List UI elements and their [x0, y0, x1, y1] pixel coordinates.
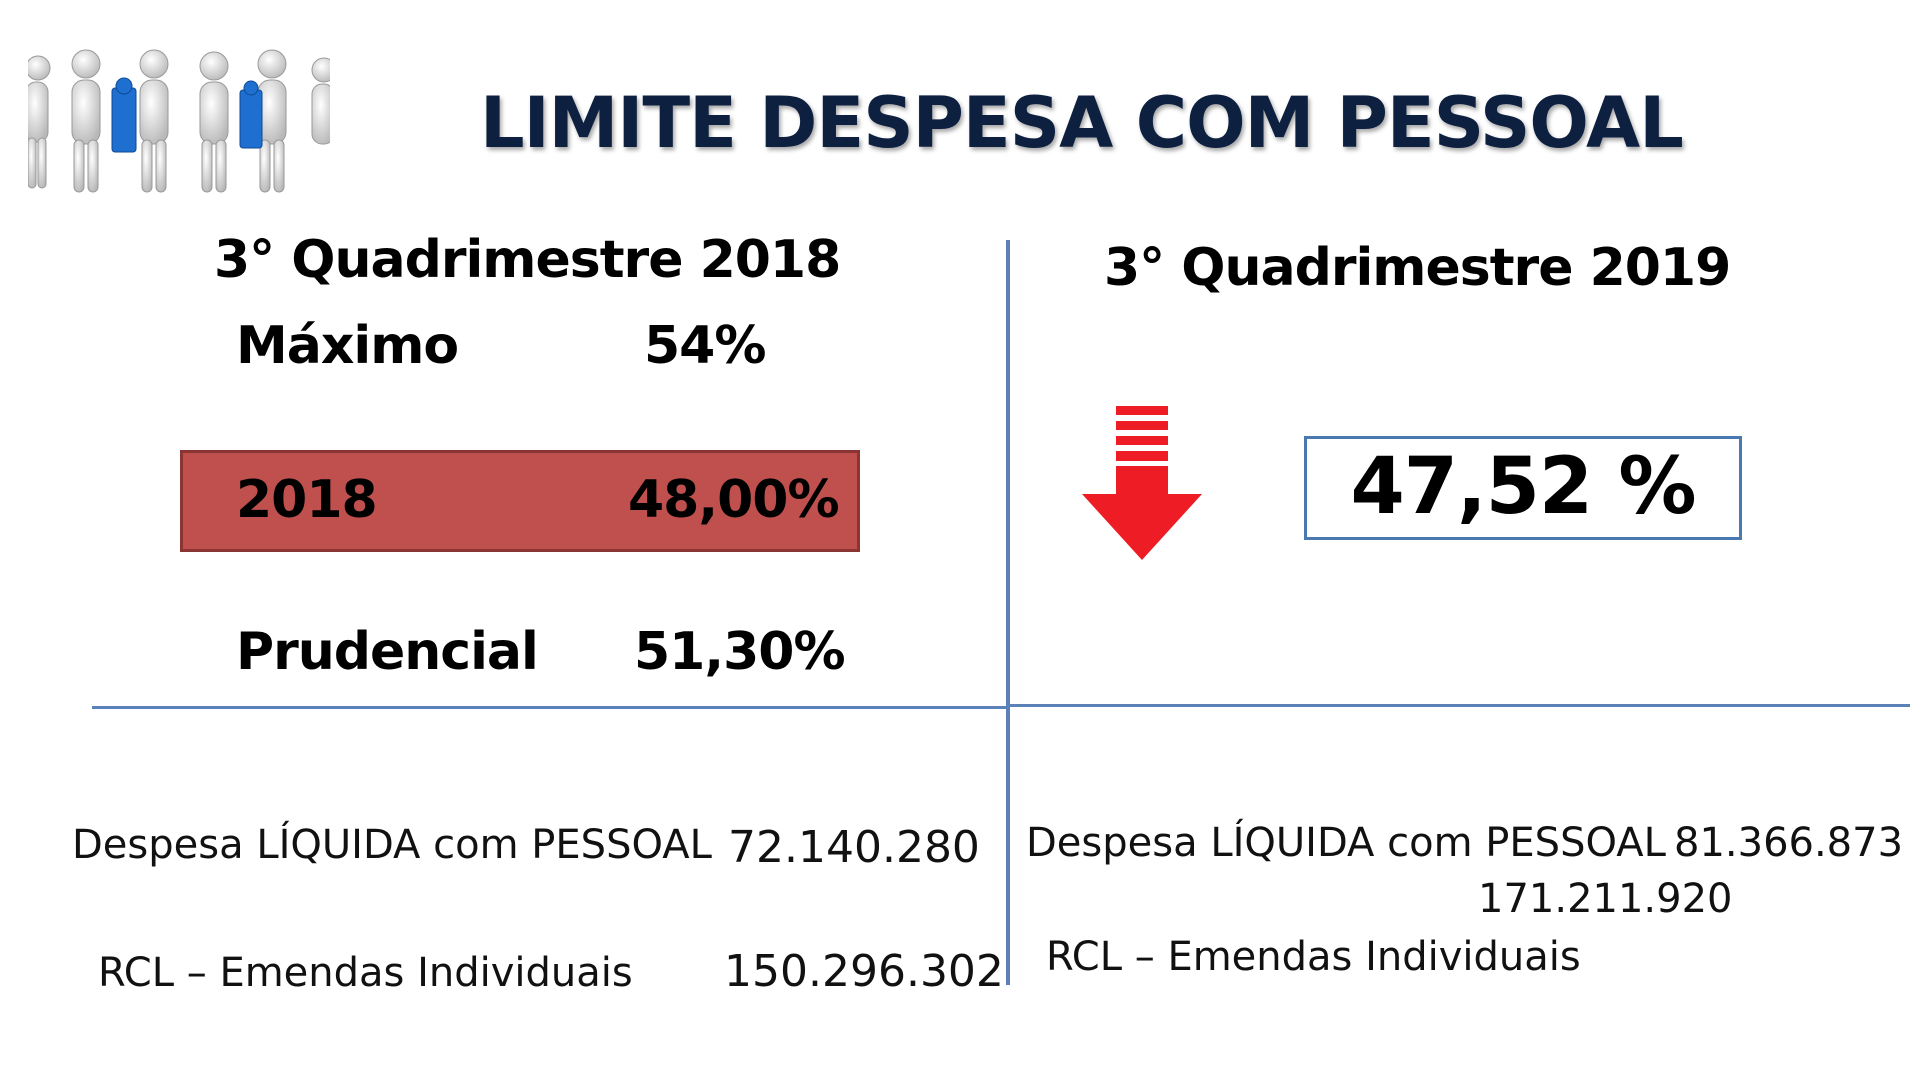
left-despesa-label: Despesa LÍQUIDA com PESSOAL [72, 822, 712, 868]
box-2018-value: 48,00% [628, 470, 840, 530]
result-box-2019 [1304, 436, 1742, 540]
right-rcl-value: 171.211.920 [1478, 876, 1733, 922]
left-despesa-value: 72.140.280 [728, 822, 980, 873]
maximo-value: 54% [644, 316, 766, 376]
right-despesa-label: Despesa LÍQUIDA com PESSOAL [1026, 820, 1666, 866]
prudencial-label: Prudencial [236, 622, 539, 682]
page-title: LIMITE DESPESA COM PESSOAL [480, 82, 1684, 164]
right-despesa-value: 81.366.873 [1674, 820, 1904, 866]
left-rcl-label: RCL – Emendas Individuais [98, 950, 633, 996]
horizontal-divider-left [92, 706, 1008, 709]
maximo-label: Máximo [236, 316, 459, 376]
box-2018-year: 2018 [236, 470, 378, 530]
right-rcl-label: RCL – Emendas Individuais [1046, 934, 1581, 980]
left-rcl-value: 150.296.302 [724, 946, 1004, 997]
prudencial-value: 51,30% [634, 622, 846, 682]
result-box-2018 [180, 450, 860, 552]
horizontal-divider-right [1008, 704, 1910, 707]
down-arrow-icon [1082, 406, 1202, 560]
people-puzzle-icon [28, 49, 330, 193]
vertical-divider [1006, 240, 1010, 985]
left-heading: 3° Quadrimestre 2018 [214, 230, 841, 290]
right-heading: 3° Quadrimestre 2019 [1104, 238, 1731, 298]
result-value-2019: 47,52 % [1350, 442, 1696, 532]
